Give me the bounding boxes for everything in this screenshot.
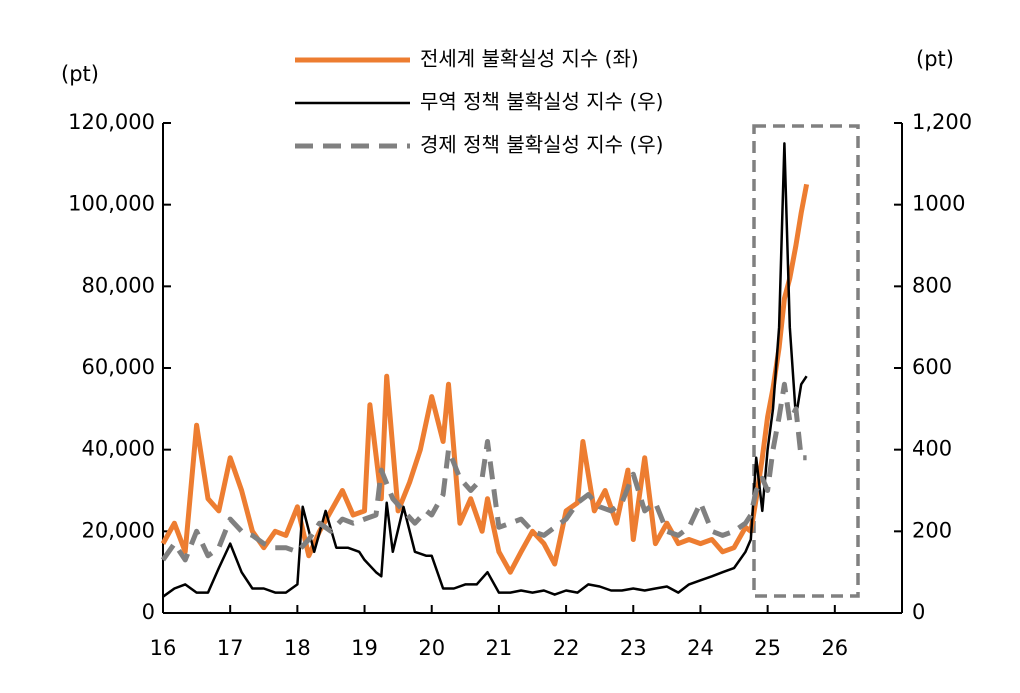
x-tick-label: 25 — [754, 636, 781, 660]
legend: 전세계 불확실성 지수 (좌) 무역 정책 불확실성 지수 (우) 경제 정책 불확… — [295, 47, 663, 157]
y-tick-label: 60,000 — [82, 355, 155, 379]
y-tick-label: 0 — [142, 600, 155, 624]
x-tick-label: 21 — [486, 636, 513, 660]
legend-label: 무역 정책 불확실성 지수 (우) — [420, 90, 663, 114]
legend-label: 전세계 불확실성 지수 (좌) — [420, 47, 639, 71]
y2-tick-label: 400 — [912, 437, 952, 461]
x-tick-label: 16 — [150, 636, 177, 660]
y2-tick-label: 1,200 — [912, 110, 972, 134]
y-tick-label: 100,000 — [68, 192, 155, 216]
x-tick-label: 24 — [687, 636, 714, 660]
y-tick-label: 120,000 — [68, 110, 155, 134]
series-line — [160, 183, 810, 575]
x-tick-label: 22 — [553, 636, 580, 660]
y2-tick-label: 1000 — [912, 192, 965, 216]
y2-tick-label: 600 — [912, 355, 952, 379]
y-tick-label: 40,000 — [82, 437, 155, 461]
series-line — [160, 381, 807, 563]
x-tick-label: 17 — [217, 636, 244, 660]
y2-tick-label: 800 — [912, 273, 952, 297]
y-tick-label: 20,000 — [82, 518, 155, 542]
y2-axis-unit: (pt) — [916, 47, 954, 71]
x-tick-label: 19 — [351, 636, 378, 660]
x-tick-label: 23 — [620, 636, 647, 660]
y-tick-label: 80,000 — [82, 273, 155, 297]
y-axis-unit: (pt) — [61, 62, 99, 86]
x-tick-label: 20 — [418, 636, 445, 660]
x-tick-label: 26 — [821, 636, 848, 660]
y2-tick-label: 200 — [912, 518, 952, 542]
highlight-box — [752, 124, 860, 598]
legend-label: 경제 정책 불확실성 지수 (우) — [420, 133, 663, 157]
x-tick-label: 18 — [284, 636, 311, 660]
series-line — [162, 142, 808, 598]
y2-tick-label: 0 — [912, 600, 925, 624]
